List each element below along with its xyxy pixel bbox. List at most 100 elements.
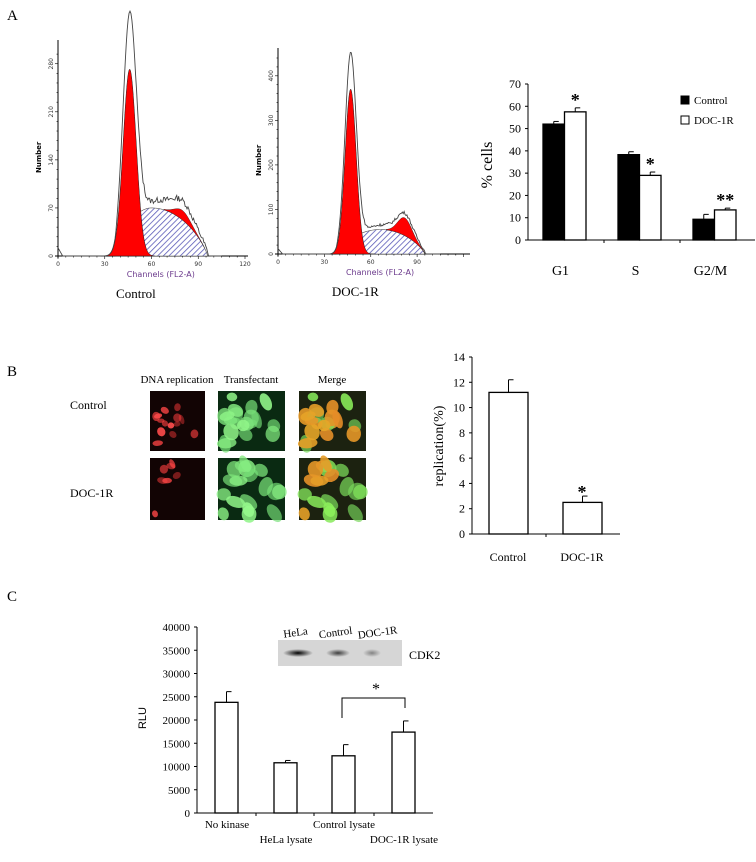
micrograph-grid: DNA replication Transfectant Merge Control D…	[70, 374, 368, 523]
cell-nucleus	[297, 437, 318, 449]
category-label: DOC-1R lysate	[370, 834, 438, 846]
y-tick-label: 210	[48, 106, 55, 118]
y-tick-label: 4	[459, 476, 465, 490]
x-tick-label: 30	[101, 261, 109, 268]
cell-nucleus	[216, 437, 237, 449]
western-blot: HeLa Control DOC-1R CDK2	[278, 624, 440, 666]
cell-nucleus	[174, 403, 181, 412]
y-tick-label: 12	[453, 375, 465, 389]
panel-label-b: B	[7, 364, 17, 380]
blot-label: CDK2	[409, 648, 440, 662]
y-tick-label: 20000	[163, 715, 191, 727]
y-tick-label: 30000	[163, 669, 191, 681]
panel-label-a: A	[7, 8, 18, 24]
y-tick-label: 10	[453, 401, 465, 415]
cell-nucleus	[307, 460, 324, 478]
significance-bracket	[341, 697, 406, 718]
cell-nucleus	[251, 410, 262, 429]
cell-nucleus	[259, 393, 273, 411]
category-label: Control lysate	[313, 819, 375, 831]
replication-bar-chart: 0 2 4 6 8 10 12 14 Control * DOC-1R replication(%)	[432, 350, 620, 564]
bar	[713, 209, 737, 241]
cell-nucleus	[242, 502, 255, 517]
y-tick-label: 0	[515, 233, 521, 247]
y-tick-label: 100	[268, 204, 275, 216]
y-tick-label: 140	[48, 154, 55, 166]
bar	[692, 218, 716, 241]
x-axis-label: Channels (FL2-A)	[346, 268, 414, 277]
row-label: DOC-1R	[70, 486, 113, 500]
significance-star: *	[372, 681, 380, 698]
cell-nucleus	[300, 411, 316, 421]
cell-nucleus	[265, 425, 280, 442]
y-tick-label: 8	[459, 426, 465, 440]
cell-nucleus	[258, 477, 273, 497]
bar	[617, 153, 641, 241]
cell-nucleus	[347, 504, 363, 523]
bar	[562, 501, 603, 535]
significance-star: *	[578, 482, 587, 502]
x-tick-label: 90	[194, 261, 202, 268]
category-label: No kinase	[205, 819, 249, 831]
cell-cycle-bar-chart: 0 10 20 30 40 50 60 70 * G1 * S ** G2/M % cells Control…	[479, 77, 755, 279]
y-tick-label: 70	[509, 77, 521, 91]
lane-label: Control	[318, 625, 353, 642]
cell-nucleus	[162, 477, 172, 484]
cell-nucleus	[240, 494, 258, 510]
column-header: DNA replication	[140, 374, 214, 386]
y-tick-label: 200	[268, 159, 275, 171]
y-tick-label: 20	[509, 188, 521, 202]
x-tick-label: 60	[367, 259, 375, 266]
cell-nucleus	[169, 459, 176, 469]
y-axis-label: replication(%)	[432, 405, 447, 486]
column-header: Transfectant	[224, 374, 279, 386]
y-axis-label: Number	[35, 141, 43, 173]
cell-nucleus	[340, 393, 354, 411]
micrograph-image	[150, 458, 205, 520]
bar	[273, 762, 298, 814]
y-tick-label: 50	[509, 122, 521, 136]
histogram-control: 0 70 140 210 280 0 30 60 90 120 Number Channels (FL…	[35, 9, 251, 301]
cell-nucleus	[332, 410, 343, 429]
cell-nucleus	[223, 423, 239, 441]
y-tick-label: 14	[453, 350, 465, 364]
cell-nucleus	[320, 455, 332, 473]
cell-nucleus	[157, 418, 165, 423]
y-tick-label: 300	[268, 114, 275, 126]
histogram-caption: DOC-1R	[332, 284, 379, 299]
y-axis-label: RLU	[137, 707, 149, 729]
cell-nucleus	[238, 427, 253, 441]
category-label: Control	[490, 550, 527, 564]
y-tick-label: 6	[459, 451, 465, 465]
cell-nucleus	[226, 392, 238, 402]
cell-nucleus	[239, 455, 251, 473]
bar	[331, 755, 356, 814]
cell-nucleus	[318, 419, 331, 432]
x-tick-label: 0	[56, 261, 60, 268]
protein-band	[326, 649, 350, 657]
significance-star: **	[716, 190, 734, 210]
y-tick-label: 60	[509, 99, 521, 113]
cell-nucleus	[323, 502, 336, 517]
y-tick-label: 70	[48, 204, 55, 212]
x-tick-label: 60	[148, 261, 156, 268]
x-tick-label: 120	[239, 261, 251, 268]
bar	[488, 391, 529, 535]
y-tick-label: 280	[48, 58, 55, 70]
category-label: DOC-1R	[560, 550, 603, 564]
category-label: G1	[552, 264, 569, 279]
cell-nucleus	[217, 507, 229, 521]
cell-nucleus	[229, 475, 248, 486]
y-tick-label: 0	[48, 254, 55, 258]
cell-nucleus	[167, 422, 175, 429]
histogram-doc1r: 0 100 200 300 400 0 30 60 90 Number Channels (FL2-…	[255, 48, 470, 299]
x-tick-label: 30	[321, 259, 329, 266]
cell-nucleus	[310, 475, 329, 486]
histogram-outline	[277, 51, 441, 255]
cell-nucleus	[304, 423, 320, 441]
cell-nucleus	[169, 430, 177, 438]
y-tick-label: 0	[268, 252, 275, 256]
y-tick-label: 40000	[163, 622, 191, 634]
y-tick-label: 40	[509, 144, 521, 158]
